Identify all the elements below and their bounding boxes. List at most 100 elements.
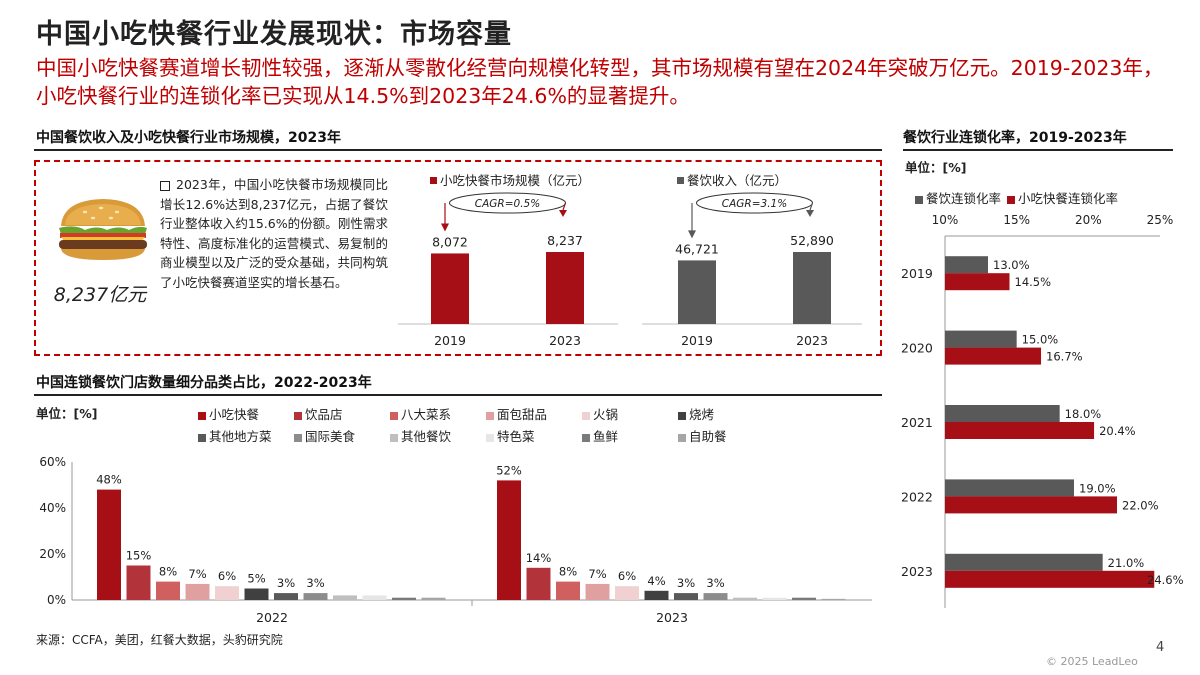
bar [333, 595, 357, 600]
legend-swatch [294, 433, 302, 442]
legend-swatch [294, 411, 302, 420]
source-note: 来源：CCFA，美团，红餐大数据，头豹研究院 [36, 633, 283, 647]
data-label: 14% [526, 551, 552, 565]
legend-item: 小吃快餐连锁化率 [1007, 191, 1118, 206]
legend-label: 其他地方菜 [209, 429, 272, 444]
legend-swatch [390, 411, 398, 420]
market-highlight-box [34, 160, 882, 356]
legend-swatch [198, 433, 206, 442]
tick-label: 2022 [901, 489, 933, 504]
bar [126, 565, 151, 600]
legend-swatch [677, 177, 684, 184]
bar [421, 597, 446, 600]
data-label: 3% [277, 576, 295, 590]
bar [644, 590, 669, 600]
legend-swatch [678, 411, 686, 420]
bar [274, 593, 298, 600]
bar [945, 422, 1095, 439]
category-share-chart: 0% 20% 40% 60% 48% 15% 8% 7% 6% 5% 3% 3% 2022 52% 14% 8… [39, 455, 872, 625]
legend-item: 特色菜 [486, 426, 535, 445]
legend-label: 特色菜 [497, 429, 535, 444]
legend-swatch [582, 411, 590, 420]
chain-rate-legend: 餐饮连锁化率 小吃快餐连锁化率 [915, 188, 1175, 206]
legend-item: 自助餐 [678, 426, 727, 445]
market-description: 2023年，中国小吃快餐市场规模同比增长12.6%达到8,237亿元，占据了餐饮… [160, 175, 388, 293]
category-legend: 小吃快餐 饮品店 八大菜系 面包甜品 火锅 烧烤 其他地方菜 国际美食 其他餐饮 特色菜 鱼鲜 自助餐 [198, 404, 798, 446]
data-label: 52% [496, 463, 522, 477]
cagr-label: CAGR=0.5% [475, 198, 540, 210]
tick-label: 60% [39, 455, 66, 469]
bar [215, 586, 239, 600]
legend-label: 饮品店 [305, 407, 343, 422]
copyright: © 2025 LeadLeo [1046, 655, 1138, 668]
tick-label: 40% [39, 501, 66, 515]
burger-icon [59, 199, 147, 260]
bar [97, 489, 121, 600]
page-subtitle: 中国小吃快餐赛道增长韧性较强，逐渐从零散化经营向规模化转型，其市场规模有望在20… [36, 56, 1164, 108]
data-label: 14.5% [1015, 275, 1052, 289]
data-label: 15.0% [1022, 333, 1059, 347]
data-label: 18.0% [1065, 407, 1102, 421]
bar [526, 567, 551, 600]
data-label: 48% [96, 473, 122, 487]
tick-label: 2019 [434, 333, 466, 348]
bar [497, 480, 521, 600]
section-title-chain-store: 中国连锁餐饮门店数量细分品类占比，2022-2023年 [36, 375, 372, 391]
tick-label: 15% [1003, 213, 1030, 227]
bar [762, 597, 787, 600]
data-label: 3% [306, 576, 324, 590]
legend-item: 其他餐饮 [390, 426, 451, 445]
bar [556, 581, 580, 600]
tick-label: 2020 [901, 341, 933, 356]
legend-item: 其他地方菜 [198, 426, 272, 445]
data-label: 46,721 [675, 241, 719, 256]
data-label: 16.7% [1046, 350, 1083, 364]
bar [392, 597, 416, 600]
cagr-arrow-head [559, 210, 567, 217]
cagr-label: CAGR=3.1% [722, 198, 787, 210]
cagr-arrow-line [562, 202, 567, 211]
legend-swatch [430, 177, 437, 184]
legend-label: 小吃快餐连锁化率 [1018, 191, 1119, 206]
tick-label: 2023 [656, 610, 688, 625]
market-size-value: 8,237亿元 [53, 284, 147, 306]
legend-item: 火锅 [582, 404, 618, 423]
section-title-market: 中国餐饮收入及小吃快餐行业市场规模，2023年 [36, 130, 341, 146]
cagr-arrow-head [441, 223, 449, 232]
cagr-arrow-line [809, 202, 814, 211]
data-label: 7% [588, 567, 606, 581]
bar [585, 583, 610, 600]
tick-label: 2023 [549, 333, 581, 348]
data-label: 5% [247, 572, 265, 586]
data-label: 8% [159, 565, 177, 579]
bar [793, 252, 831, 324]
data-label: 52,890 [790, 233, 834, 248]
tick-label: 10% [932, 213, 959, 227]
bar [244, 588, 269, 600]
cagr-arrow-head [688, 230, 696, 239]
tick-label: 2019 [901, 266, 933, 281]
data-label: 22.0% [1122, 498, 1159, 512]
bar [945, 273, 1010, 291]
legend-label: 八大菜系 [401, 407, 452, 422]
legend-item: 小吃快餐 [198, 404, 259, 423]
chain-store-unit: 单位：[%] [36, 406, 98, 421]
tick-label: 2022 [256, 610, 288, 625]
legend-swatch [1007, 195, 1016, 204]
tick-label: 0% [47, 593, 66, 607]
bar [362, 595, 387, 600]
data-label: 13.0% [993, 258, 1030, 272]
tick-label: 20% [39, 547, 66, 561]
legend-item: 餐饮连锁化率 [915, 191, 1001, 206]
data-label: 21.0% [1108, 556, 1145, 570]
legend-swatch [198, 411, 206, 420]
tick-label: 2019 [681, 333, 713, 348]
page-title: 中国小吃快餐行业发展现状：市场容量 [36, 19, 512, 50]
legend-label: 烧烤 [689, 407, 715, 422]
bar [821, 598, 846, 600]
legend-label: 鱼鲜 [593, 429, 619, 444]
data-label: 8,072 [432, 234, 468, 249]
legend-label: 自助餐 [689, 429, 727, 444]
data-label: 4% [647, 574, 665, 588]
bar [185, 583, 210, 600]
